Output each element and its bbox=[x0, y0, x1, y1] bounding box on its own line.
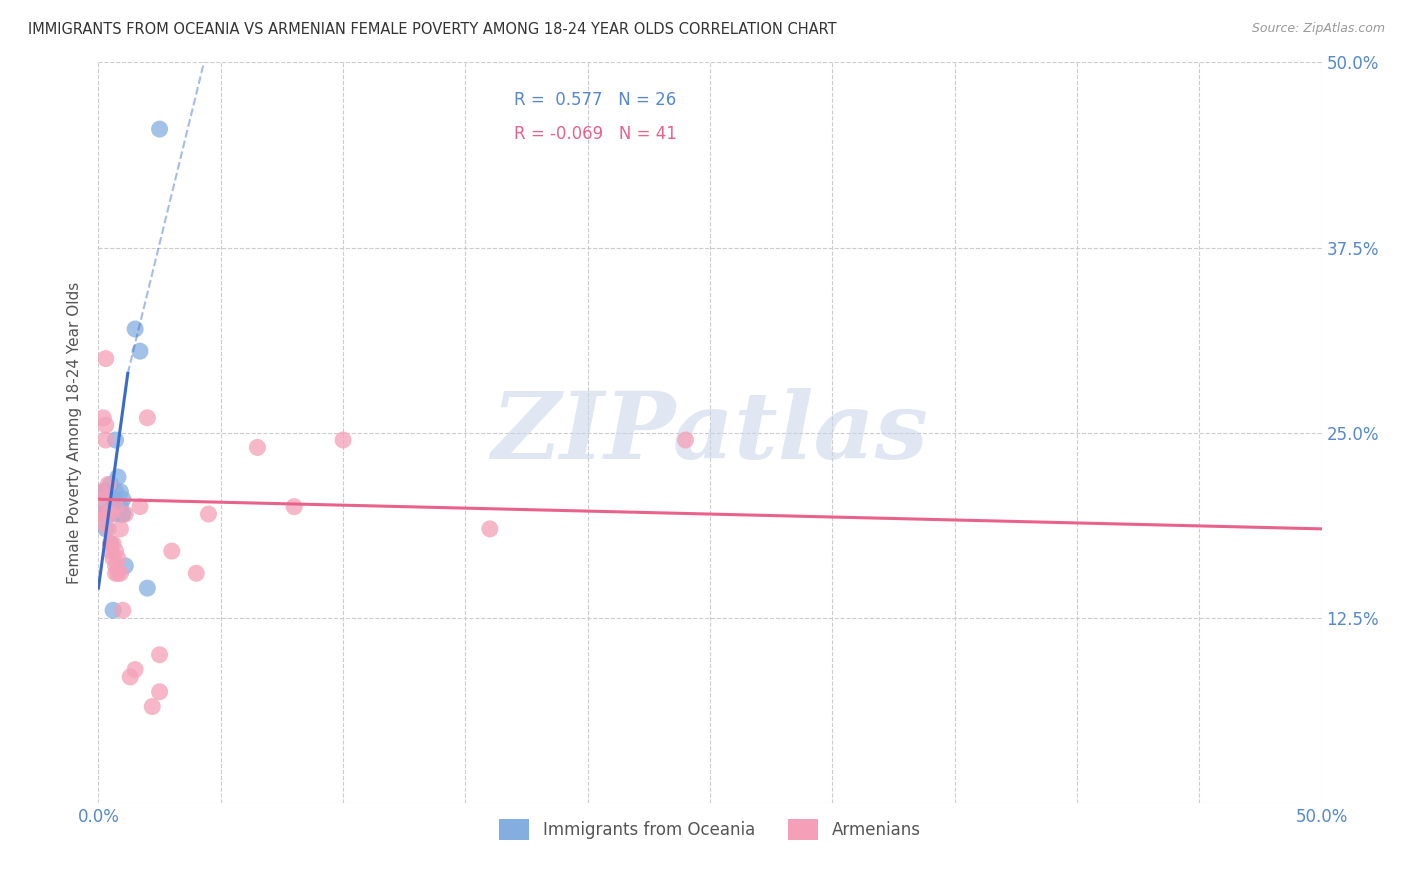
Point bbox=[114, 558, 136, 573]
Point bbox=[197, 507, 219, 521]
Point bbox=[110, 500, 132, 514]
Point bbox=[91, 492, 114, 507]
Point bbox=[246, 441, 269, 455]
Point bbox=[107, 566, 129, 581]
Point bbox=[136, 581, 159, 595]
Legend: Immigrants from Oceania, Armenians: Immigrants from Oceania, Armenians bbox=[492, 813, 928, 847]
Point bbox=[94, 418, 117, 433]
Point bbox=[101, 603, 124, 617]
Point bbox=[94, 500, 117, 514]
Point bbox=[100, 536, 122, 550]
Point bbox=[110, 522, 132, 536]
Point bbox=[675, 433, 697, 447]
Point bbox=[94, 522, 117, 536]
Point bbox=[91, 507, 114, 521]
Text: IMMIGRANTS FROM OCEANIA VS ARMENIAN FEMALE POVERTY AMONG 18-24 YEAR OLDS CORRELA: IMMIGRANTS FROM OCEANIA VS ARMENIAN FEMA… bbox=[28, 22, 837, 37]
Point bbox=[186, 566, 208, 581]
Point bbox=[107, 470, 129, 484]
Text: ZIPatlas: ZIPatlas bbox=[492, 388, 928, 477]
Point bbox=[110, 484, 132, 499]
Point bbox=[91, 410, 114, 425]
Y-axis label: Female Poverty Among 18-24 Year Olds: Female Poverty Among 18-24 Year Olds bbox=[67, 282, 83, 583]
Point bbox=[97, 477, 120, 491]
Point bbox=[104, 433, 127, 447]
Point bbox=[129, 344, 152, 359]
Point bbox=[90, 484, 112, 499]
Point bbox=[141, 699, 163, 714]
Point bbox=[478, 522, 501, 536]
Point bbox=[149, 648, 172, 662]
Point bbox=[283, 500, 305, 514]
Point bbox=[114, 507, 136, 521]
Point bbox=[111, 507, 134, 521]
Point bbox=[104, 484, 127, 499]
Point bbox=[104, 566, 127, 581]
Point bbox=[100, 536, 122, 550]
Point bbox=[97, 507, 120, 521]
Text: R = -0.069   N = 41: R = -0.069 N = 41 bbox=[515, 125, 678, 143]
Point bbox=[149, 122, 172, 136]
Text: R =  0.577   N = 26: R = 0.577 N = 26 bbox=[515, 91, 676, 110]
Point bbox=[332, 433, 354, 447]
Point bbox=[124, 322, 146, 336]
Point bbox=[111, 603, 134, 617]
Point bbox=[101, 551, 124, 566]
Point bbox=[107, 507, 129, 521]
Text: Source: ZipAtlas.com: Source: ZipAtlas.com bbox=[1251, 22, 1385, 36]
Point bbox=[94, 433, 117, 447]
Point bbox=[124, 663, 146, 677]
Point bbox=[110, 566, 132, 581]
Point bbox=[107, 551, 129, 566]
Point bbox=[101, 536, 124, 550]
Point bbox=[100, 507, 122, 521]
Point bbox=[94, 351, 117, 366]
Point bbox=[104, 500, 127, 514]
Point bbox=[100, 544, 122, 558]
Point bbox=[104, 544, 127, 558]
Point bbox=[111, 507, 134, 521]
Point bbox=[120, 670, 142, 684]
Point bbox=[101, 500, 124, 514]
Point bbox=[111, 492, 134, 507]
Point bbox=[91, 484, 114, 499]
Point bbox=[160, 544, 183, 558]
Point bbox=[100, 507, 122, 521]
Point bbox=[91, 484, 114, 499]
Point bbox=[97, 484, 120, 499]
Point bbox=[149, 685, 172, 699]
Point bbox=[129, 500, 152, 514]
Point bbox=[97, 522, 120, 536]
Point bbox=[136, 410, 159, 425]
Point bbox=[97, 507, 120, 521]
Point bbox=[90, 507, 112, 521]
Point bbox=[90, 515, 112, 529]
Point bbox=[104, 558, 127, 573]
Point bbox=[100, 477, 122, 491]
